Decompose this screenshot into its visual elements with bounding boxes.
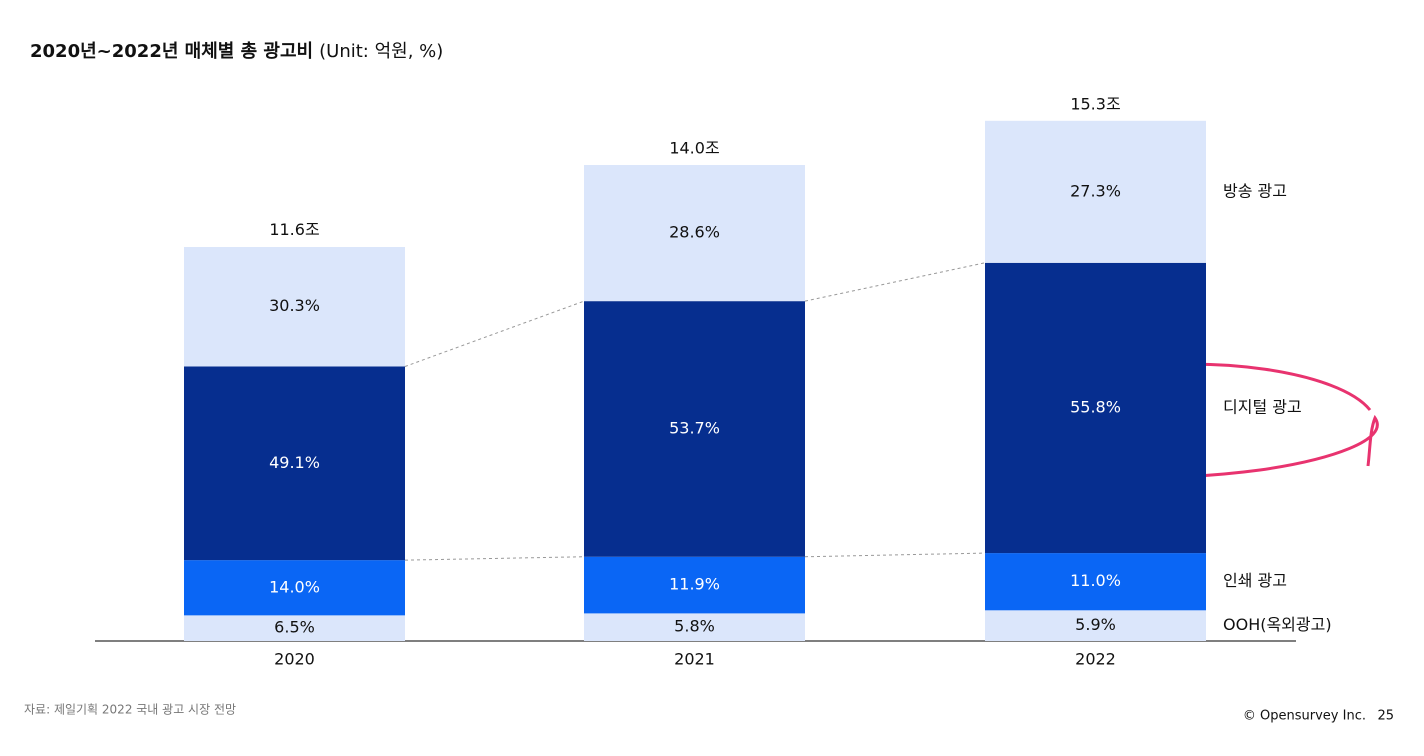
bar-segment xyxy=(584,301,805,557)
unit-note: (Unit: 억원, %) xyxy=(319,41,443,62)
total-label: 14.0조 xyxy=(669,139,719,158)
value-label: 11.0% xyxy=(1070,571,1121,590)
x-tick-label: 2022 xyxy=(1075,650,1116,669)
bar-segment xyxy=(184,366,405,561)
value-label: 30.3% xyxy=(269,296,320,315)
connector xyxy=(804,262,986,302)
value-label: 55.8% xyxy=(1070,397,1121,416)
connector xyxy=(404,556,585,561)
source: 자료: 제일기획 2022 국내 광고 시장 전망 xyxy=(24,703,236,717)
value-label: 53.7% xyxy=(669,418,720,437)
bar-segment xyxy=(184,560,405,616)
bar-segment xyxy=(584,165,805,302)
bar-segment xyxy=(985,553,1206,611)
value-label: 6.5% xyxy=(274,618,315,637)
x-tick-label: 2021 xyxy=(674,650,715,669)
bar-segment xyxy=(584,556,805,614)
total-label: 11.6조 xyxy=(269,220,319,239)
value-label: 5.9% xyxy=(1075,615,1116,634)
connector xyxy=(804,552,986,558)
connector xyxy=(404,300,585,367)
bar-segment xyxy=(985,610,1206,641)
legend-label: OOH(옥외광고) xyxy=(1223,615,1332,634)
value-label: 14.0% xyxy=(269,577,320,596)
bar-segment xyxy=(584,613,805,641)
value-label: 27.3% xyxy=(1070,181,1121,200)
legend-label: 인쇄 광고 xyxy=(1223,571,1287,590)
legend-label: 디지털 광고 xyxy=(1223,397,1302,416)
value-label: 28.6% xyxy=(669,223,720,242)
total-label: 15.3조 xyxy=(1070,94,1120,113)
bar-segment xyxy=(184,246,405,367)
bar-segment xyxy=(985,120,1206,263)
value-label: 49.1% xyxy=(269,453,320,472)
x-tick-label: 2020 xyxy=(274,650,315,669)
page-number: 25 xyxy=(1377,709,1394,724)
value-label: 11.9% xyxy=(669,575,720,594)
footer: © Opensurvey Inc. xyxy=(1243,709,1366,724)
bar-segment xyxy=(985,262,1206,554)
bar-segment xyxy=(184,615,405,641)
chart-title: 2020년~2022년 매체별 총 광고비 xyxy=(30,41,313,62)
legend-label: 방송 광고 xyxy=(1223,181,1287,200)
value-label: 5.8% xyxy=(674,617,715,636)
